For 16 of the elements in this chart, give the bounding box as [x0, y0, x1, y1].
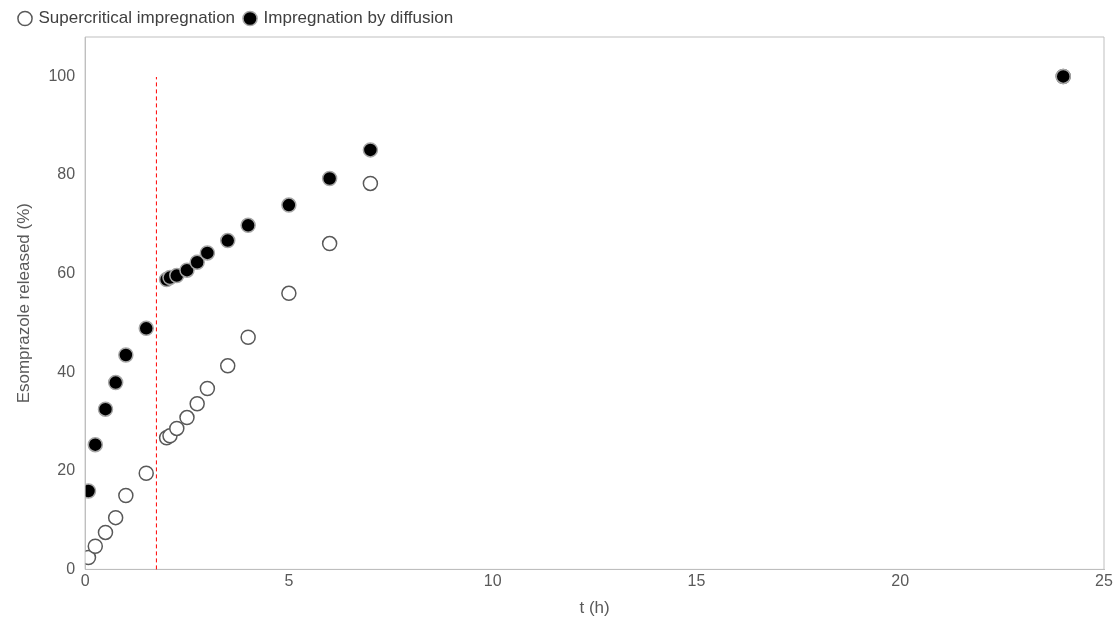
x-tick-label: 0 [80, 572, 90, 590]
y-tick-label: 20 [57, 461, 76, 479]
y-tick-label: 60 [57, 264, 76, 282]
legend-label: Impregnation by diffusion [263, 8, 454, 28]
x-tick-label: 5 [284, 572, 294, 590]
x-tick-label: 25 [1095, 572, 1113, 590]
y-axis-title: Esomprazole released (%) [13, 203, 33, 404]
legend-label: Supercritical impregnation [38, 8, 236, 28]
y-tick-label: 0 [66, 559, 76, 577]
y-tick-label: 100 [48, 66, 76, 84]
y-tick-label: 40 [57, 362, 76, 380]
x-axis-title: t (h) [579, 598, 610, 618]
y-tick-label: 80 [57, 165, 76, 183]
x-tick-label: 15 [687, 572, 706, 590]
x-tick-label: 10 [483, 572, 502, 590]
x-tick-label: 20 [891, 572, 910, 590]
